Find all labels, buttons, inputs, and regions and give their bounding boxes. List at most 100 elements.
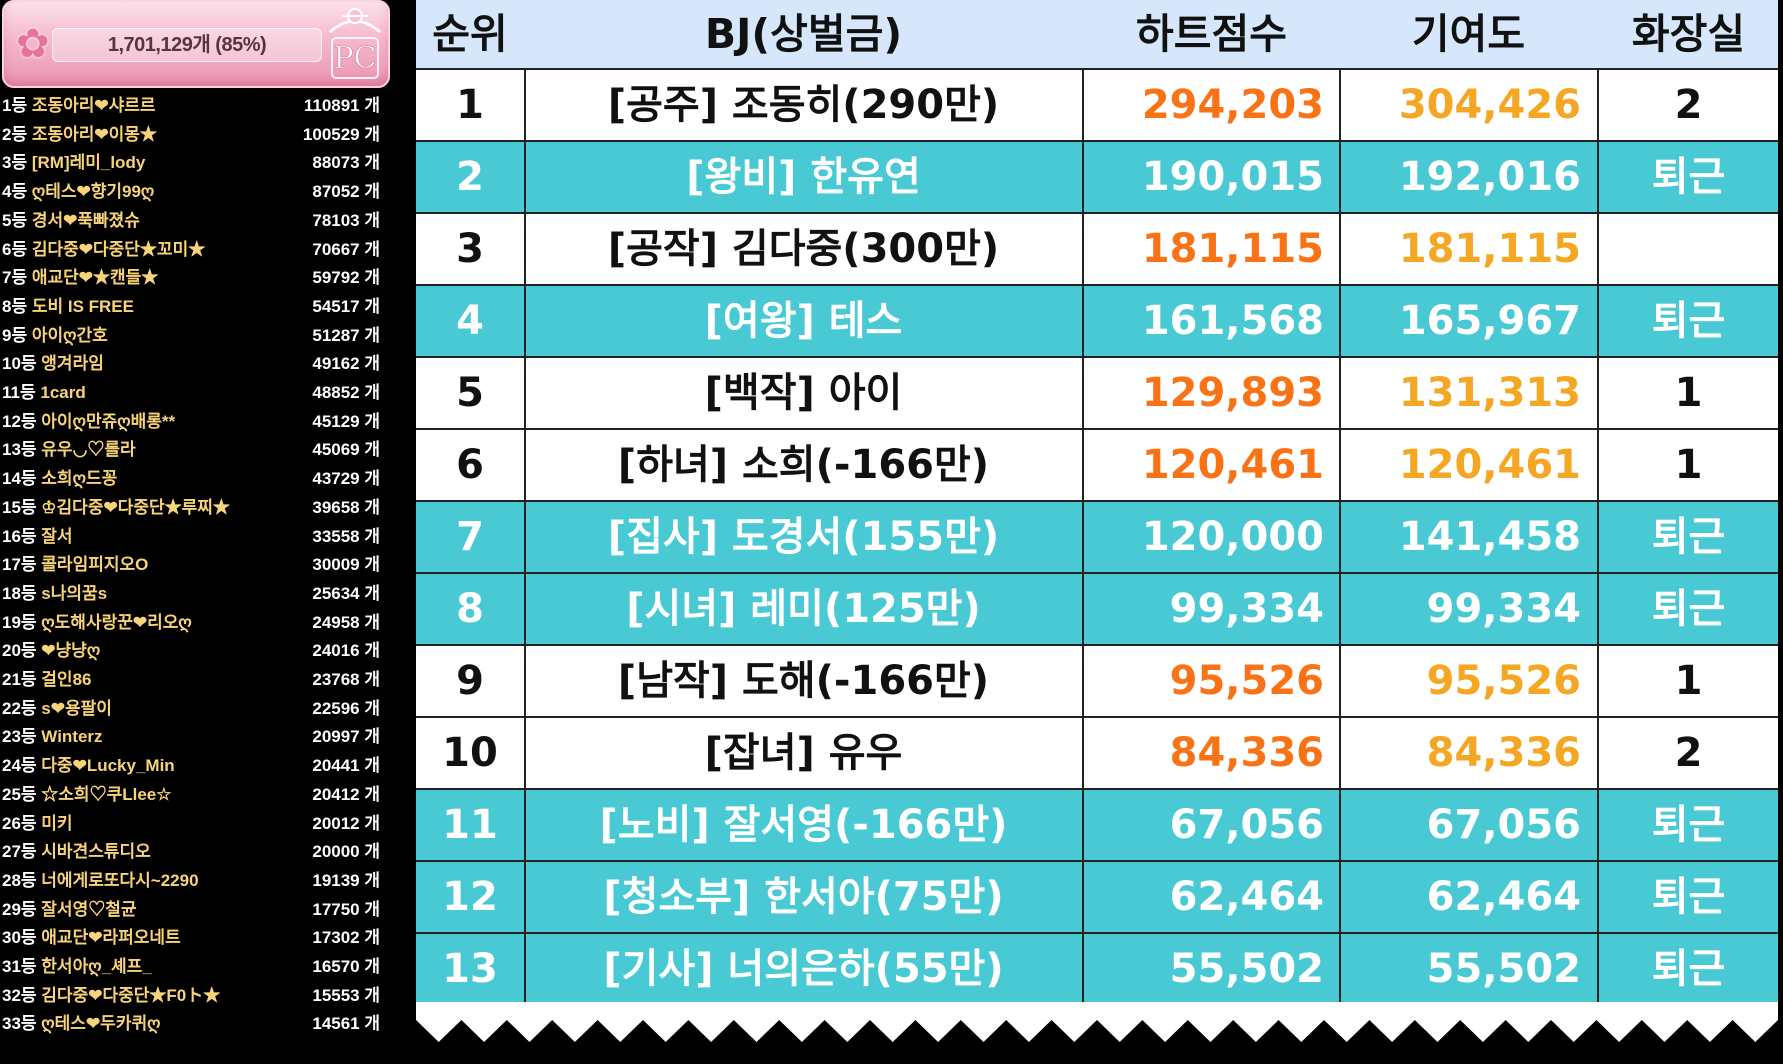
- donor-rank: 12등: [2, 411, 37, 431]
- list-item: 5등 경서❤푹빠졌슈 78103 개: [0, 207, 400, 235]
- donor-rank: 8등: [2, 296, 28, 316]
- row-divider: [416, 500, 1778, 502]
- pc-logo-icon: PC: [329, 8, 381, 79]
- header-rank: 순위: [432, 10, 508, 58]
- donor-name: 18등 s나의꿈s: [2, 580, 107, 608]
- restroom-cell: 퇴근: [1651, 154, 1726, 200]
- header-bj-name: BJ(상벌금): [704, 10, 903, 58]
- table-row: 11 [노비] 잘서영(-166만) 67,056 67,056 퇴근: [416, 790, 1778, 860]
- bj-name-cell: [남작] 도해(-166만): [617, 658, 990, 704]
- list-item: 13등 유우◡♡롤라 45069 개: [0, 436, 400, 464]
- donor-rank: 33등: [2, 1014, 37, 1034]
- list-item: 17등 콜라임피지오O 30009 개: [0, 551, 400, 579]
- donor-count: 20441 개: [312, 756, 380, 776]
- donor-name: 4등 ღ테스❤향기99ღ: [2, 178, 154, 206]
- donor-nickname: 앵겨라임: [41, 354, 104, 374]
- restroom-cell: 1: [1674, 442, 1703, 488]
- donor-name: 23등 Winterz: [2, 723, 103, 751]
- list-item: 12등 아이ღ만쥬ღ배롱** 45129 개: [0, 408, 400, 436]
- contribution-cell: 67,056: [1426, 802, 1581, 848]
- list-item: 31등 한서아ღ_셰프_ 16570 개: [0, 953, 400, 981]
- list-item: 2등 조동아리❤이몽★ 100529 개: [0, 121, 400, 149]
- donor-rank: 9등: [2, 325, 28, 345]
- rank-cell: 2: [456, 154, 484, 200]
- donor-nickname: ღ도해사랑꾼❤리오ღ: [41, 612, 192, 632]
- donor-nickname: Winterz: [41, 727, 103, 747]
- rank-cell: 6: [456, 442, 484, 488]
- donor-rank: 16등: [2, 526, 37, 546]
- table-row: 4 [여왕] 테스 161,568 165,967 퇴근: [416, 286, 1778, 356]
- restroom-cell: 퇴근: [1651, 874, 1726, 920]
- heart-score-cell: 190,015: [1141, 154, 1324, 200]
- table-row: 3 [공작] 김다중(300만) 181,115 181,115: [416, 214, 1778, 284]
- donor-nickname: s❤용팔이: [41, 698, 112, 718]
- donor-rank: 29등: [2, 899, 37, 919]
- list-item: 21등 걸인86 23768 개: [0, 666, 400, 694]
- row-divider: [416, 788, 1778, 790]
- restroom-cell: 퇴근: [1651, 298, 1726, 344]
- heart-score-cell: 181,115: [1141, 226, 1324, 272]
- donor-rank: 5등: [2, 210, 28, 230]
- bj-name-cell: [청소부] 한서아(75만): [603, 874, 1004, 920]
- donor-name: 2등 조동아리❤이몽★: [2, 121, 157, 149]
- donor-nickname: ❤냥냥ღ: [41, 641, 101, 661]
- donor-name: 16등 잘서: [2, 523, 73, 551]
- list-item: 11등 1card 48852 개: [0, 379, 400, 407]
- donor-count: 24016 개: [312, 641, 380, 661]
- restroom-cell: 2: [1674, 82, 1703, 128]
- donor-count: 30009 개: [312, 555, 380, 575]
- column-divider: [1082, 68, 1084, 1004]
- heart-score-cell: 120,000: [1141, 514, 1324, 560]
- donor-nickname: 한서아ღ_셰프_: [41, 957, 152, 976]
- bj-name-cell: [공작] 김다중(300만): [607, 226, 1000, 272]
- donor-rank: 13등: [2, 440, 37, 460]
- rank-cell: 4: [456, 298, 484, 344]
- donor-count: 22596 개: [312, 698, 380, 718]
- donor-count: 25634 개: [312, 583, 380, 603]
- contribution-cell: 120,461: [1398, 442, 1581, 488]
- donor-count: 17302 개: [312, 928, 380, 948]
- donor-name: 3등 [RM]레미_lody: [2, 149, 145, 177]
- goal-progress-box: ✿ 1,701,129개 (85%) PC: [2, 0, 390, 88]
- list-item: 1등 조동아리❤샤르르 110891 개: [0, 92, 400, 120]
- rank-cell: 10: [442, 730, 498, 776]
- bj-name-cell: [하녀] 소희(-166만): [617, 442, 990, 488]
- bj-name-cell: [기사] 너의은하(55만): [603, 946, 1004, 992]
- donor-nickname: 소희ღ드꽁: [41, 469, 118, 489]
- restroom-cell: 1: [1674, 370, 1703, 416]
- donor-nickname: 유우◡♡롤라: [41, 440, 136, 460]
- list-item: 23등 Winterz 20997 개: [0, 723, 400, 751]
- donor-rank: 10등: [2, 354, 37, 374]
- contribution-cell: 95,526: [1426, 658, 1581, 704]
- donor-count: 51287 개: [312, 325, 380, 345]
- donor-nickname: 1card: [40, 383, 86, 402]
- donor-nickname: ღ테스❤두카퀴ღ: [41, 1014, 161, 1034]
- rank-cell: 1: [456, 82, 484, 128]
- donor-count: 70667 개: [312, 239, 380, 259]
- rank-cell: 13: [442, 946, 498, 992]
- table-row: 1 [공주] 조동히(290만) 294,203 304,426 2: [416, 70, 1778, 140]
- donor-rank: 24등: [2, 756, 37, 776]
- list-item: 32등 김다중❤다중단★F0ト★ 15553 개: [0, 982, 400, 1010]
- header-contribution: 기여도: [1411, 10, 1526, 58]
- donor-name: 19등 ღ도해사랑꾼❤리오ღ: [2, 609, 192, 637]
- donor-name: 33등 ღ테스❤두카퀴ღ: [2, 1010, 160, 1038]
- row-divider: [416, 572, 1778, 574]
- donor-rank: 20등: [2, 641, 37, 661]
- donor-count: 33558 개: [312, 526, 380, 546]
- bj-name-cell: [시녀] 레미(125만): [626, 586, 981, 632]
- donor-nickname: 조동아리❤이몽★: [31, 124, 157, 144]
- donor-name: 28등 너에게로또다시~2290: [2, 867, 199, 895]
- row-divider: [416, 356, 1778, 358]
- donor-count: 110891 개: [303, 96, 380, 115]
- torn-paper-edge: [416, 1002, 1778, 1042]
- donor-rank: 22등: [2, 698, 37, 718]
- contribution-cell: 192,016: [1398, 154, 1581, 200]
- table-row: 12 [청소부] 한서아(75만) 62,464 62,464 퇴근: [416, 862, 1778, 932]
- heart-score-cell: 120,461: [1141, 442, 1324, 488]
- heart-score-cell: 62,464: [1169, 874, 1324, 920]
- rank-cell: 12: [442, 874, 498, 920]
- donor-name: 11등 1card: [2, 379, 86, 407]
- restroom-cell: 퇴근: [1651, 514, 1726, 560]
- contribution-cell: 165,967: [1398, 298, 1581, 344]
